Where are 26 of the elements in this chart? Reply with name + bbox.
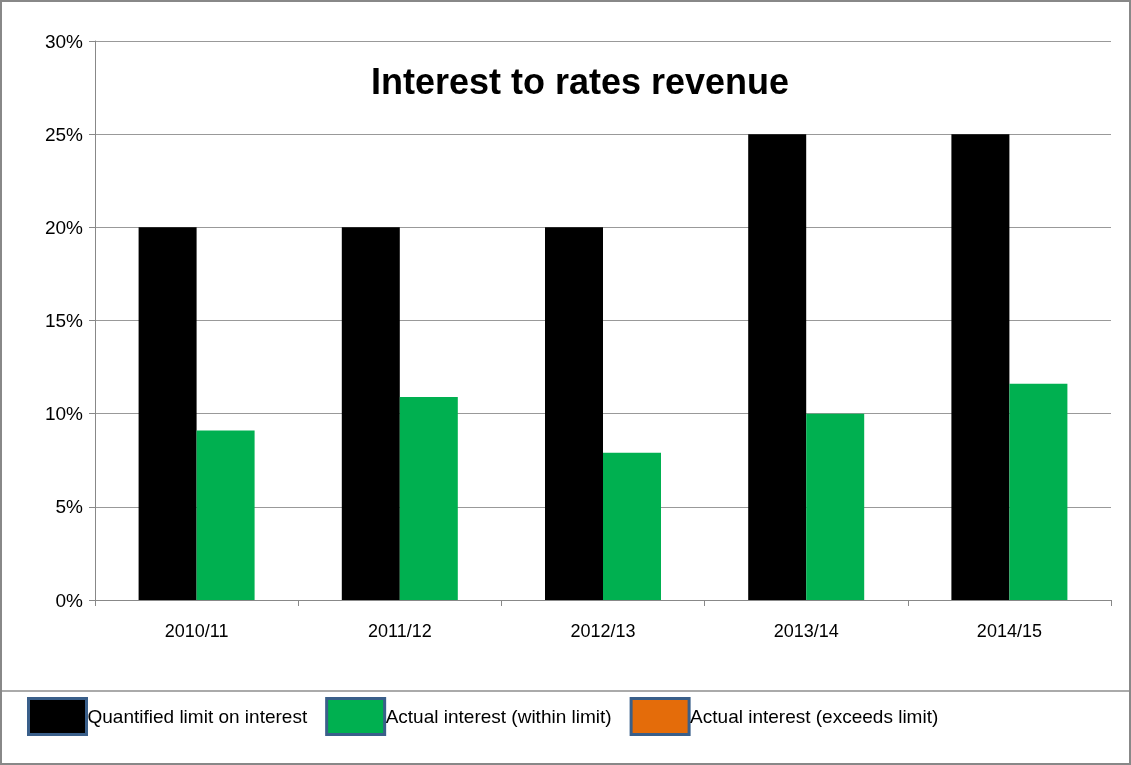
y-tick-label: 30%	[44, 30, 84, 52]
bar	[138, 227, 197, 600]
y-tick-label: 15%	[44, 310, 84, 331]
legend-label: Quantified limit on interest	[87, 706, 308, 727]
x-tick-label: 2014/15	[976, 621, 1042, 641]
y-tick-label: 25%	[44, 123, 84, 145]
x-tick-label: 2011/12	[367, 621, 432, 641]
bar	[341, 227, 400, 600]
x-tick-label: 2013/14	[773, 621, 839, 641]
x-tick-label: 2010/11	[164, 621, 229, 641]
x-tick-label: 2012/13	[570, 621, 636, 641]
bar	[1009, 383, 1068, 600]
y-tick-label: 10%	[44, 403, 84, 425]
bar	[196, 430, 255, 600]
bar	[399, 396, 458, 600]
bar	[951, 134, 1010, 600]
bar	[545, 227, 603, 600]
bar	[806, 413, 865, 600]
y-tick-label: 5%	[55, 496, 84, 518]
y-tick-label: 20%	[44, 216, 84, 238]
text: Interest to rates revenue	[370, 60, 790, 102]
bar	[603, 452, 661, 600]
y-tick-label: 0%	[55, 589, 84, 611]
bar	[748, 134, 807, 600]
legend-label: Actual interest (exceeds limit)	[690, 706, 939, 727]
legend-label: Actual interest (within limit)	[385, 706, 612, 727]
